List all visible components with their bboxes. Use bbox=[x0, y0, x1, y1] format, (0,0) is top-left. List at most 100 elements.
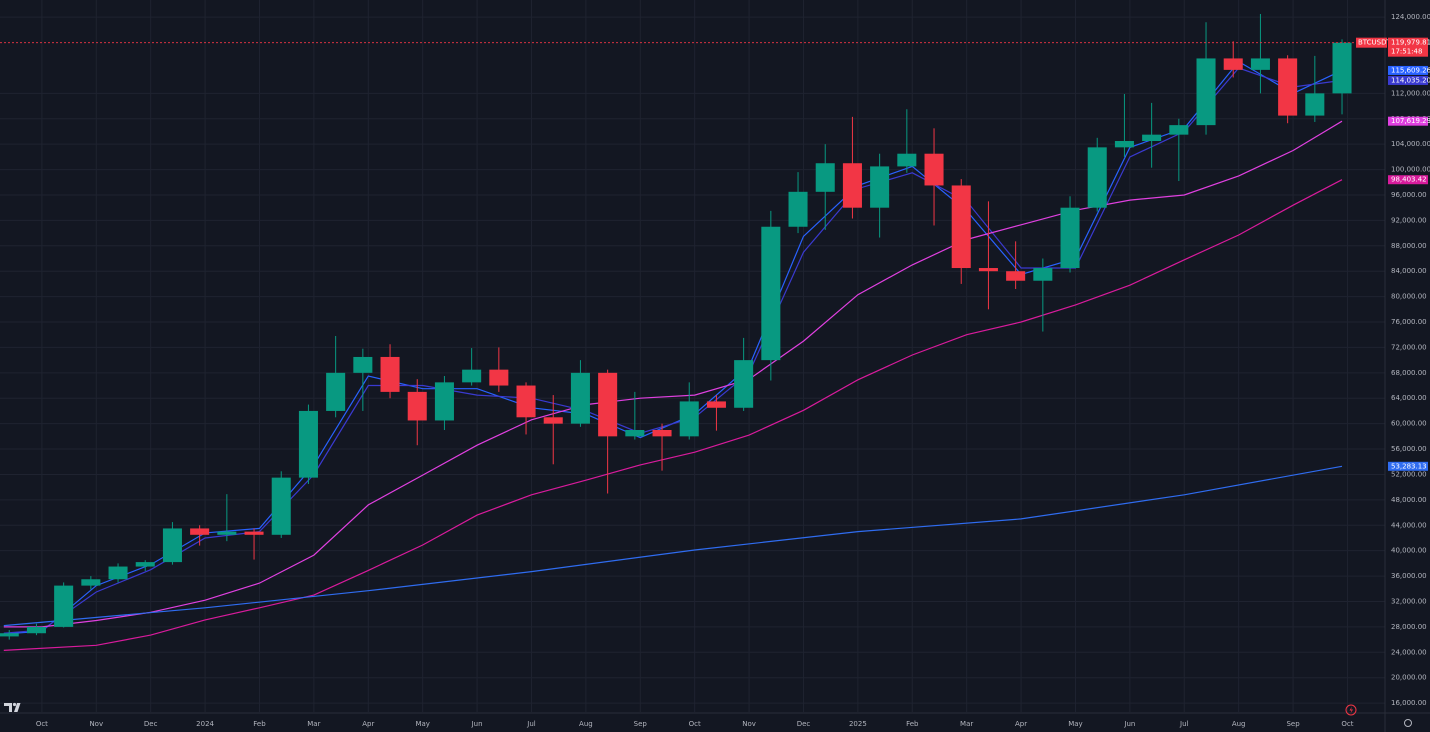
y-tick-label: 92,000.00 bbox=[1391, 216, 1427, 224]
x-tick-label: Mar bbox=[960, 720, 973, 728]
y-tick-label: 56,000.00 bbox=[1391, 445, 1427, 453]
x-tick-label: May bbox=[415, 720, 429, 728]
candles bbox=[0, 13, 1352, 640]
y-tick-label: 64,000.00 bbox=[1391, 394, 1427, 402]
y-tick-label: 88,000.00 bbox=[1391, 242, 1427, 250]
candle-body bbox=[543, 417, 563, 424]
candle-body bbox=[516, 385, 536, 418]
x-tick-label: Jul bbox=[1179, 720, 1189, 728]
x-tick-label: Apr bbox=[362, 720, 374, 728]
candle-body bbox=[924, 153, 944, 186]
candle-body bbox=[271, 477, 291, 535]
candle-body bbox=[26, 626, 46, 634]
y-tick-label: 40,000.00 bbox=[1391, 547, 1427, 555]
candle-body bbox=[815, 163, 835, 192]
candle-body bbox=[706, 401, 726, 408]
y-tick-label: 112,000.00 bbox=[1391, 89, 1430, 97]
settings-icon[interactable] bbox=[1404, 719, 1412, 727]
x-tick-label: Jun bbox=[1123, 720, 1135, 728]
y-tick-label: 48,000.00 bbox=[1391, 496, 1427, 504]
y-tick-label: 24,000.00 bbox=[1391, 648, 1427, 656]
candle-body bbox=[353, 356, 373, 373]
y-tick-label: 100,000.00 bbox=[1391, 166, 1430, 174]
grid bbox=[0, 0, 1385, 712]
candle-body bbox=[951, 185, 971, 269]
candle-body bbox=[1169, 125, 1189, 135]
candle-body bbox=[1332, 42, 1352, 94]
y-tick-label: 52,000.00 bbox=[1391, 470, 1427, 478]
x-tick-label: Nov bbox=[89, 720, 103, 728]
x-tick-label: 2025 bbox=[849, 720, 867, 728]
y-tick-label: 44,000.00 bbox=[1391, 521, 1427, 529]
x-tick-label: May bbox=[1068, 720, 1082, 728]
candle-body bbox=[0, 633, 19, 637]
candle-body bbox=[162, 528, 182, 563]
ma-price-label: 107,619.29 bbox=[1391, 117, 1430, 125]
ma-price-badge bbox=[1388, 65, 1428, 75]
last-price-badge bbox=[1388, 37, 1428, 57]
candle-body bbox=[788, 191, 808, 227]
logo-part bbox=[4, 703, 12, 712]
logo-part bbox=[12, 702, 17, 707]
x-tick-label: Aug bbox=[1232, 720, 1246, 728]
alert-bolt[interactable] bbox=[1349, 706, 1354, 714]
candle-body bbox=[1033, 268, 1053, 281]
alert-icon[interactable] bbox=[1345, 704, 1357, 716]
logo-part bbox=[14, 703, 21, 712]
x-tick-label: Oct bbox=[36, 720, 48, 728]
ma-price-badge bbox=[1388, 461, 1428, 471]
candle-body bbox=[407, 391, 427, 421]
y-tick-label: 76,000.00 bbox=[1391, 318, 1427, 326]
x-tick-label: Mar bbox=[307, 720, 320, 728]
candle-body bbox=[1060, 207, 1080, 269]
moving-average-line bbox=[3, 120, 1343, 628]
candle-body bbox=[217, 531, 237, 535]
candle-body bbox=[1305, 93, 1325, 116]
moving-average-line bbox=[3, 67, 1343, 634]
candle-body bbox=[842, 163, 862, 208]
candle-body bbox=[54, 585, 74, 627]
candle-body bbox=[108, 566, 128, 580]
moving-average-line bbox=[3, 465, 1343, 627]
x-tick-label: Sep bbox=[634, 720, 648, 728]
candle-body bbox=[380, 356, 400, 392]
candle-body bbox=[135, 562, 155, 567]
x-tick-label: Aug bbox=[579, 720, 593, 728]
y-tick-label: 68,000.00 bbox=[1391, 369, 1427, 377]
y-tick-label: 36,000.00 bbox=[1391, 572, 1427, 580]
candle-body bbox=[1223, 58, 1243, 70]
x-tick-label: 2024 bbox=[196, 720, 214, 728]
x-tick-label: Jun bbox=[471, 720, 483, 728]
y-tick-label: 72,000.00 bbox=[1391, 343, 1427, 351]
candle-body bbox=[734, 360, 754, 408]
x-tick-label: Dec bbox=[797, 720, 811, 728]
candle-body bbox=[489, 369, 509, 386]
candle-body bbox=[434, 382, 454, 421]
candle-body bbox=[679, 401, 699, 437]
x-tick-label: Nov bbox=[742, 720, 756, 728]
ma-price-label: 114,035.20 bbox=[1391, 76, 1430, 84]
y-tick-label: 28,000.00 bbox=[1391, 623, 1427, 631]
ma-price-badge bbox=[1388, 116, 1428, 126]
candle-body bbox=[81, 579, 101, 586]
y-tick-label: 124,000.00 bbox=[1391, 13, 1430, 21]
x-tick-label: Oct bbox=[1341, 720, 1353, 728]
clock-icon[interactable] bbox=[1404, 719, 1412, 727]
candle-body bbox=[1006, 271, 1026, 281]
x-tick-label: Feb bbox=[906, 720, 919, 728]
candle-body bbox=[570, 372, 590, 424]
candle-body bbox=[1278, 58, 1298, 116]
candle-body bbox=[652, 429, 672, 437]
candle-body bbox=[1087, 147, 1107, 208]
ma-price-badge bbox=[1388, 75, 1428, 85]
alert-ring[interactable] bbox=[1345, 704, 1357, 716]
y-tick-label: 32,000.00 bbox=[1391, 597, 1427, 605]
y-tick-label: 60,000.00 bbox=[1391, 420, 1427, 428]
x-tick-label: Feb bbox=[253, 720, 266, 728]
candle-body bbox=[1114, 141, 1134, 148]
symbol-label: BTCUSDT bbox=[1358, 39, 1392, 47]
y-tick-label: 96,000.00 bbox=[1391, 191, 1427, 199]
symbol-badge bbox=[1356, 37, 1387, 48]
y-tick-label: 80,000.00 bbox=[1391, 293, 1427, 301]
